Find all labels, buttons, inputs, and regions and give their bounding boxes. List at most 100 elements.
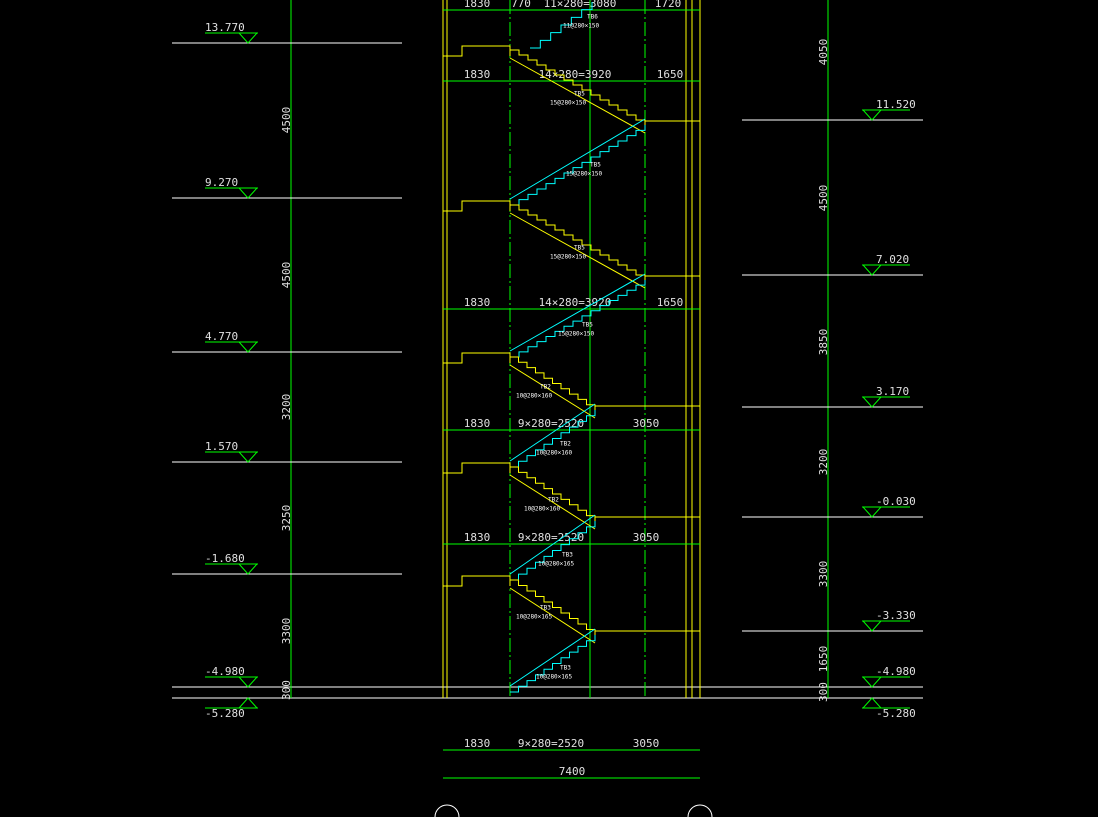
flight-soffit: [509, 587, 596, 644]
dim-label: 3050: [633, 531, 660, 544]
flight-soffit: [509, 273, 646, 352]
flight-soffit: [509, 57, 646, 134]
level-label: -5.280: [876, 707, 916, 720]
landing: [443, 200, 511, 212]
stair-spec: 10@280×165: [516, 614, 553, 621]
axis-bubble: [434, 804, 460, 817]
stair-tag: TB5: [574, 245, 585, 252]
dim-label: 1830: [464, 68, 491, 81]
stair-tag: TB3: [540, 605, 551, 612]
dim-label: 300: [280, 680, 293, 700]
stair-spec: 15@280×150: [558, 331, 595, 338]
dim-label: 3300: [817, 561, 830, 588]
landing: [594, 630, 701, 649]
dim-label: 3050: [633, 737, 660, 750]
dim-label: 3200: [280, 394, 293, 421]
level-label: 7.020: [876, 253, 909, 266]
landing: [594, 405, 701, 424]
dim-label: 1720: [655, 0, 682, 10]
dim-label: 7400: [559, 765, 586, 778]
landing: [443, 45, 511, 57]
stair-spec: 11@280×150: [563, 23, 600, 30]
level-marker: [237, 32, 259, 44]
flight: [510, 635, 596, 693]
level-label: -0.030: [876, 495, 916, 508]
dim-label: 4500: [280, 262, 293, 289]
level-marker: [237, 676, 259, 688]
dim-label: 300: [817, 682, 830, 702]
flight: [510, 125, 646, 206]
flight: [510, 410, 596, 468]
level-marker: [861, 264, 883, 276]
stair-tag: TB3: [562, 552, 573, 559]
dim-label: 4500: [817, 185, 830, 212]
axis-bubble: [687, 804, 713, 817]
dim-label: 4500: [280, 107, 293, 134]
flight-soffit: [509, 474, 596, 530]
level-marker: [861, 109, 883, 121]
flight-soffit: [509, 364, 596, 419]
flight: [510, 280, 646, 358]
stair-spec: 15@280×150: [550, 100, 587, 107]
flight: [510, 521, 596, 581]
landing: [644, 275, 701, 294]
landing: [594, 516, 701, 535]
stair-spec: 10@280×165: [538, 561, 575, 568]
dim-label: 1650: [817, 646, 830, 673]
dim-label: 14×280=3920: [539, 68, 612, 81]
stair-tag: TB5: [582, 322, 593, 329]
dim-label: 3850: [817, 329, 830, 356]
dim-label: 770: [511, 0, 531, 10]
flight-soffit: [509, 628, 596, 687]
level-label: 13.770: [205, 21, 245, 34]
dim-label: 9×280=2520: [518, 737, 584, 750]
flight: [530, 2, 593, 49]
stair-spec: 15@280×150: [550, 254, 587, 261]
level-label: 11.520: [876, 98, 916, 111]
flight-soffit: [509, 212, 646, 289]
stair-tag: TB6: [587, 14, 598, 21]
landing: [443, 462, 511, 474]
level-label: -5.280: [205, 707, 245, 720]
stair-spec: 10@280×160: [516, 393, 553, 400]
landing: [644, 120, 701, 139]
dim-label: 3050: [633, 417, 660, 430]
dim-label: 3200: [817, 449, 830, 476]
stair-tag: TB2: [548, 497, 559, 504]
level-label: -3.330: [876, 609, 916, 622]
level-marker: [237, 187, 259, 199]
stair-tag: TB2: [540, 384, 551, 391]
level-label: 3.170: [876, 385, 909, 398]
level-label: -4.980: [876, 665, 916, 678]
flight-soffit: [509, 118, 646, 200]
stair-tag: TB3: [560, 665, 571, 672]
flight-soffit: [509, 403, 596, 462]
stair-tag: TB5: [590, 162, 601, 169]
dim-label: 3250: [280, 505, 293, 532]
level-label: -1.680: [205, 552, 245, 565]
stair-spec: 10@280×165: [536, 674, 573, 681]
stair-tag: TB2: [560, 441, 571, 448]
level-marker: [861, 620, 883, 632]
level-marker: [237, 451, 259, 463]
level-marker: [237, 563, 259, 575]
dim-label: 9×280=2520: [518, 531, 584, 544]
dim-label: 1830: [464, 737, 491, 750]
level-label: -4.980: [205, 665, 245, 678]
dim-label: 3300: [280, 618, 293, 645]
flight: [510, 49, 646, 125]
dim-label: 1650: [657, 296, 684, 309]
level-label: 9.270: [205, 176, 238, 189]
dim-label: 1830: [464, 417, 491, 430]
stair-spec: 15@280×150: [566, 171, 603, 178]
dim-label: 4050: [817, 39, 830, 66]
dim-label: 9×280=2520: [518, 417, 584, 430]
stair-spec: 10@280×160: [524, 506, 561, 513]
level-marker: [861, 506, 883, 518]
level-marker: [237, 341, 259, 353]
dim-label: 14×280=3920: [539, 296, 612, 309]
flight: [510, 204, 646, 280]
flight-soffit: [509, 514, 596, 575]
landing: [443, 575, 511, 587]
